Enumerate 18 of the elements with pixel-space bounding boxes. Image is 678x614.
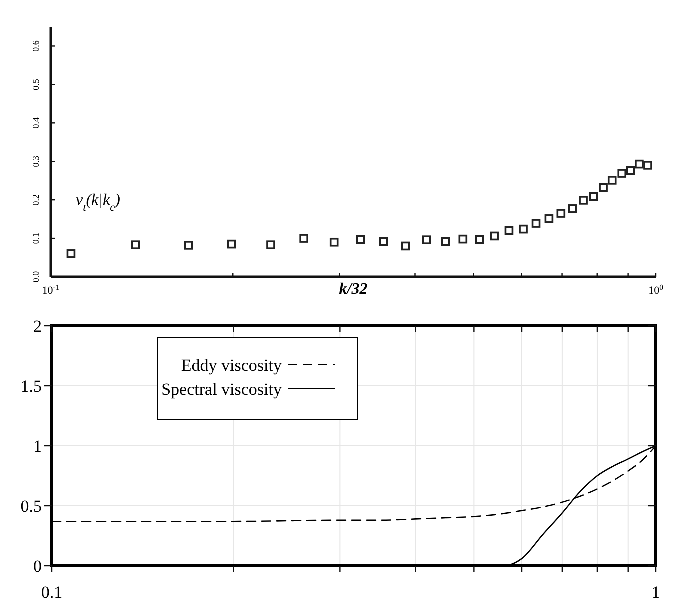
y-tick-label: 0.2 (31, 194, 41, 206)
y-tick-label: 0.4 (31, 117, 41, 129)
y-tick-label: 2 (34, 317, 42, 336)
y-tick-label: 0 (34, 557, 42, 576)
x-tick-label: 10$^{-1}$ (42, 282, 60, 297)
y-tick-label: 0.0 (31, 270, 41, 283)
y-tick-label: 1.5 (20, 377, 42, 396)
legend-label: Spectral viscosity (162, 380, 282, 399)
y-tick-label: 0.6 (31, 40, 41, 52)
y-tick-label: 0.1 (31, 232, 41, 244)
legend-label: Eddy viscosity (181, 356, 282, 375)
y-tick-label: 0.5 (31, 78, 41, 90)
y-tick-label: 0.5 (20, 497, 42, 516)
y-axis-title: ν$_{t}$(k|k$_{c}$) (76, 192, 120, 214)
y-tick-label: 1 (34, 437, 42, 456)
x-axis-title: k/32 (339, 281, 368, 298)
x-tick-label: 10$^{0}$ (648, 282, 664, 297)
y-tick-label: 0.3 (31, 155, 41, 168)
